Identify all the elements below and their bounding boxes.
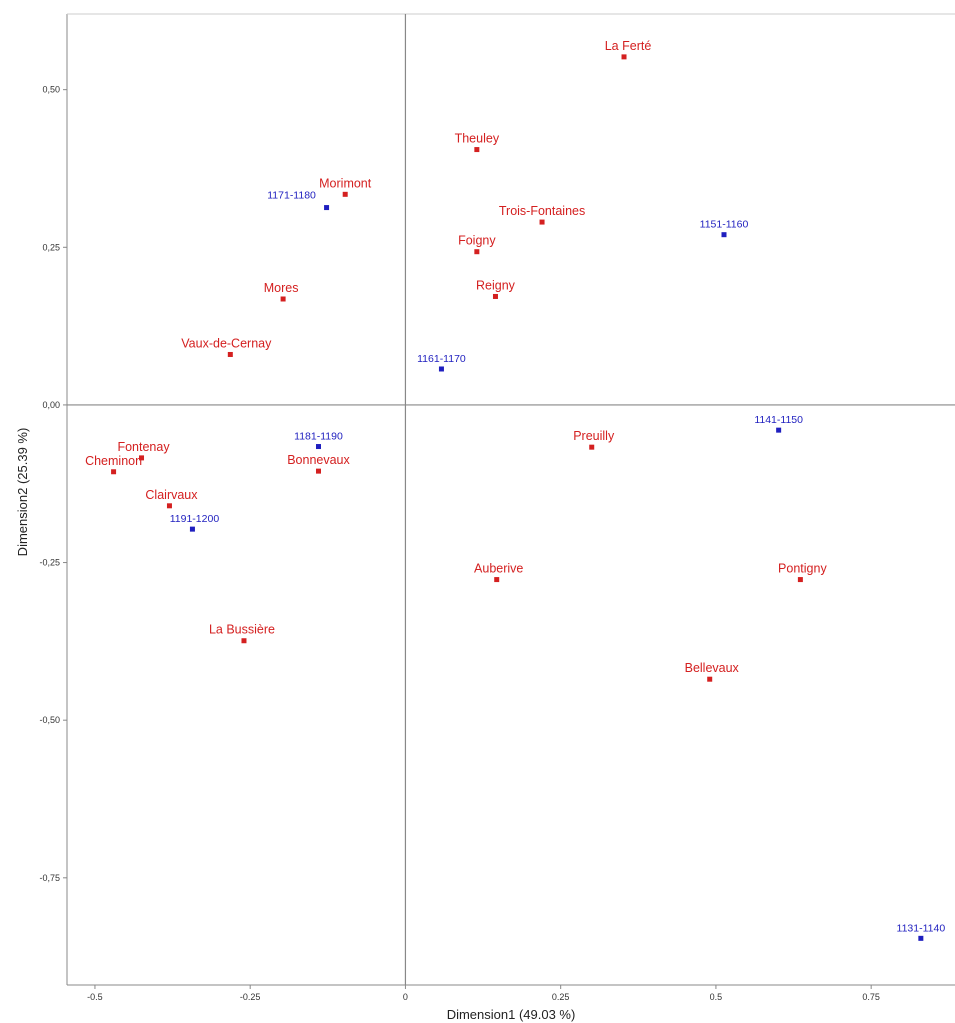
y-axis-title: Dimension2 (25.39 %) xyxy=(15,428,30,557)
points-layer xyxy=(111,54,924,941)
decade-label: 1171-1180 xyxy=(267,190,316,202)
abbey-point xyxy=(227,351,233,357)
decade-label: 1131-1140 xyxy=(897,922,946,934)
abbey-label: Pontigny xyxy=(778,562,827,576)
x-tick-label: 0.25 xyxy=(552,992,570,1002)
abbey-label: Theuley xyxy=(455,132,500,146)
abbey-label: Fontenay xyxy=(117,440,170,454)
abbey-point xyxy=(621,54,627,60)
abbey-point xyxy=(797,577,803,583)
abbey-point xyxy=(539,219,545,225)
decade-point xyxy=(918,935,924,941)
abbey-label: Foigny xyxy=(458,234,496,248)
x-axis-title: Dimension1 (49.03 %) xyxy=(447,1007,576,1022)
decade-point xyxy=(315,444,321,450)
labels-layer: La Ferté Theuley Morimont Trois-Fontaines Fo… xyxy=(85,39,945,934)
abbey-label: Preuilly xyxy=(573,429,615,443)
abbey-point xyxy=(492,293,498,299)
y-tick-label: -0,25 xyxy=(39,558,60,568)
decade-point xyxy=(324,205,330,211)
abbey-label: La Ferté xyxy=(605,39,652,53)
abbey-point xyxy=(111,469,117,475)
x-tick-label: -0.5 xyxy=(87,992,103,1002)
abbey-label: Trois-Fontaines xyxy=(499,204,585,218)
abbey-point xyxy=(315,468,321,474)
y-tick-label: 0,25 xyxy=(42,242,60,252)
abbey-label: Cheminon xyxy=(85,454,142,468)
decade-label: 1161-1170 xyxy=(417,353,466,365)
abbey-point xyxy=(241,638,247,644)
abbey-label: Auberive xyxy=(474,562,523,576)
abbey-point xyxy=(166,503,172,509)
decade-point xyxy=(776,427,782,433)
y-tick-label: -0,50 xyxy=(39,715,60,725)
abbey-point xyxy=(342,191,348,197)
x-tick-label: 0.75 xyxy=(862,992,880,1002)
decade-label: 1151-1160 xyxy=(700,219,749,231)
abbey-point xyxy=(707,676,713,682)
abbey-point xyxy=(474,147,480,153)
decade-point xyxy=(721,232,727,238)
abbey-label: Reigny xyxy=(476,278,516,292)
abbey-label: Clairvaux xyxy=(145,488,198,502)
x-tick-label: 0.5 xyxy=(710,992,723,1002)
decade-point xyxy=(189,526,195,532)
x-tick-label: 0 xyxy=(403,992,408,1002)
abbey-label: Morimont xyxy=(319,176,372,190)
abbey-point xyxy=(474,249,480,255)
abbey-point xyxy=(494,577,500,583)
abbey-label: Mores xyxy=(264,281,299,295)
abbey-point xyxy=(589,444,595,450)
abbey-point xyxy=(139,455,145,461)
decade-label: 1191-1200 xyxy=(170,513,220,525)
x-tick-label: -0.25 xyxy=(240,992,261,1002)
abbey-label: Bonnevaux xyxy=(287,453,350,467)
abbey-point xyxy=(280,296,286,302)
axes-layer: -0.5 -0.25 0 0.25 0.5 0.75 0,50 0,25 0,00 -0,25 -0… xyxy=(39,13,955,1002)
decade-point xyxy=(438,366,444,372)
abbey-label: La Bussière xyxy=(209,623,275,637)
abbey-label: Vaux-de-Cernay xyxy=(181,336,272,350)
y-tick-label: 0,00 xyxy=(42,400,60,410)
y-tick-label: 0,50 xyxy=(42,85,60,95)
decade-label: 1181-1190 xyxy=(294,431,343,443)
abbey-label: Bellevaux xyxy=(685,661,740,675)
decade-label: 1141-1150 xyxy=(754,414,803,426)
y-tick-label: -0,75 xyxy=(39,873,60,883)
